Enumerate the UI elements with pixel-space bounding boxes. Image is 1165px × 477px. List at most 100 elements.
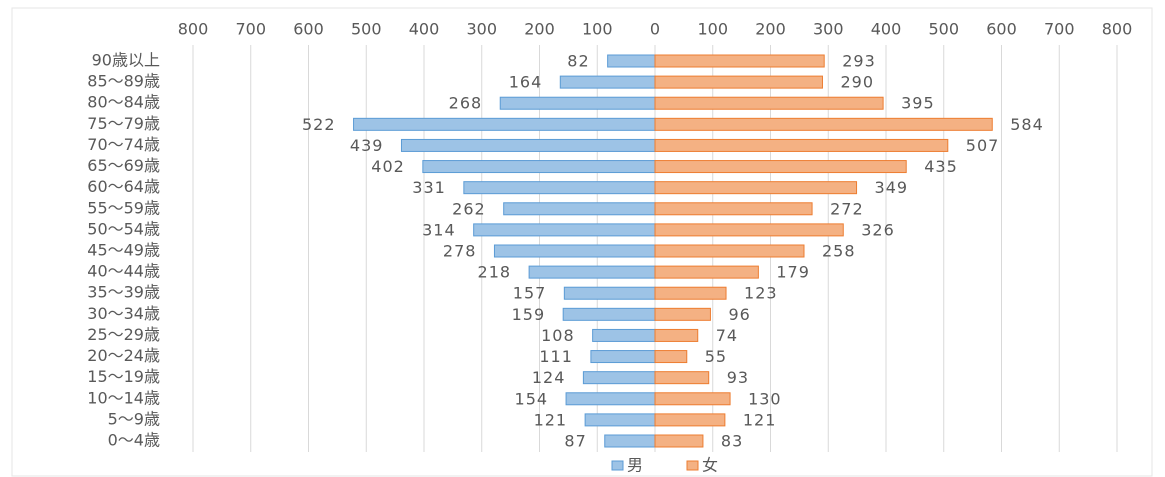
bar [592,328,656,342]
data-label: 111 [539,347,573,366]
bar [654,392,731,406]
x-tick-label: 300 [466,20,497,39]
data-label: 154 [515,389,549,408]
data-label: 507 [966,136,1000,155]
x-tick-label: 600 [293,20,324,39]
bar [565,392,656,406]
bar [654,160,907,174]
data-label: 123 [744,284,778,303]
bar [654,117,993,131]
x-tick-label: 500 [928,20,959,39]
bar [654,371,710,385]
bar [582,371,656,385]
bar [654,286,727,300]
data-label: 121 [534,410,568,429]
category-label: 75～79歳 [87,114,160,133]
category-label: 55～59歳 [87,198,160,217]
bar [607,54,656,68]
data-label: 272 [830,199,864,218]
data-label: 326 [861,220,895,239]
data-label: 293 [842,52,876,71]
x-tick-label: 600 [986,20,1017,39]
category-label: 65～69歳 [87,156,160,175]
x-tick-label: 200 [524,20,555,39]
bar [604,434,656,448]
bar [422,160,656,174]
x-tick-label: 700 [235,20,266,39]
bar [654,181,858,195]
category-label: 30～34歳 [87,304,160,323]
x-tick-label: 200 [755,20,786,39]
category-label: 50～54歳 [87,219,160,238]
category-label: 70～74歳 [87,135,160,154]
data-label: 179 [776,263,810,282]
data-label: 164 [509,73,543,92]
data-label: 82 [567,52,589,71]
data-label: 522 [302,115,336,134]
data-label: 395 [901,94,935,113]
category-label: 35～39歳 [87,283,160,302]
data-label: 278 [443,242,477,261]
bar [590,350,656,364]
data-label: 439 [350,136,384,155]
data-label: 349 [875,178,909,197]
data-label: 262 [452,199,486,218]
category-label: 20～24歳 [87,346,160,365]
bar [353,117,656,131]
category-label: 60～64歳 [87,177,160,196]
x-tick-label: 500 [351,20,382,39]
bar [493,244,656,258]
category-label: 25～29歳 [87,325,160,344]
x-tick-label: 0 [650,20,660,39]
bar [562,307,656,321]
bar [654,202,813,216]
data-label: 130 [748,389,782,408]
x-tick-label: 700 [1044,20,1075,39]
bar [654,96,884,110]
bar [654,138,949,152]
category-label: 45～49歳 [87,241,160,260]
bar [499,96,656,110]
x-tick-label: 300 [813,20,844,39]
data-label: 584 [1010,115,1044,134]
data-label: 83 [721,432,743,451]
bar [559,75,656,89]
bar [654,244,805,258]
category-label: 85～89歳 [87,72,160,91]
data-label: 290 [840,73,874,92]
chart-frame [11,7,1153,477]
x-tick-label: 100 [697,20,728,39]
legend-swatch [686,460,699,471]
data-label: 87 [564,432,586,451]
data-label: 96 [728,305,750,324]
category-label: 15～19歳 [87,367,160,386]
x-tick-label: 100 [582,20,613,39]
bar [654,434,704,448]
x-tick-label: 800 [178,20,209,39]
category-label: 0～4歳 [108,431,160,450]
bar [563,286,656,300]
x-tick-label: 400 [871,20,902,39]
category-label: 5～9歳 [108,409,160,428]
data-label: 74 [716,326,738,345]
data-label: 93 [727,368,749,387]
x-tick-label: 800 [1102,20,1133,39]
bar [654,350,688,364]
bar [654,307,711,321]
bar [528,265,656,279]
data-label: 268 [449,94,483,113]
bar [503,202,656,216]
category-label: 10～14歳 [87,388,160,407]
legend-label: 女 [702,456,718,475]
data-label: 314 [422,220,456,239]
data-label: 121 [743,410,777,429]
data-label: 124 [532,368,566,387]
bar [654,54,825,68]
category-label: 80～84歳 [87,93,160,112]
category-label: 40～44歳 [87,262,160,281]
bar [473,223,656,237]
data-label: 159 [512,305,546,324]
bar [654,75,823,89]
data-label: 157 [513,284,547,303]
